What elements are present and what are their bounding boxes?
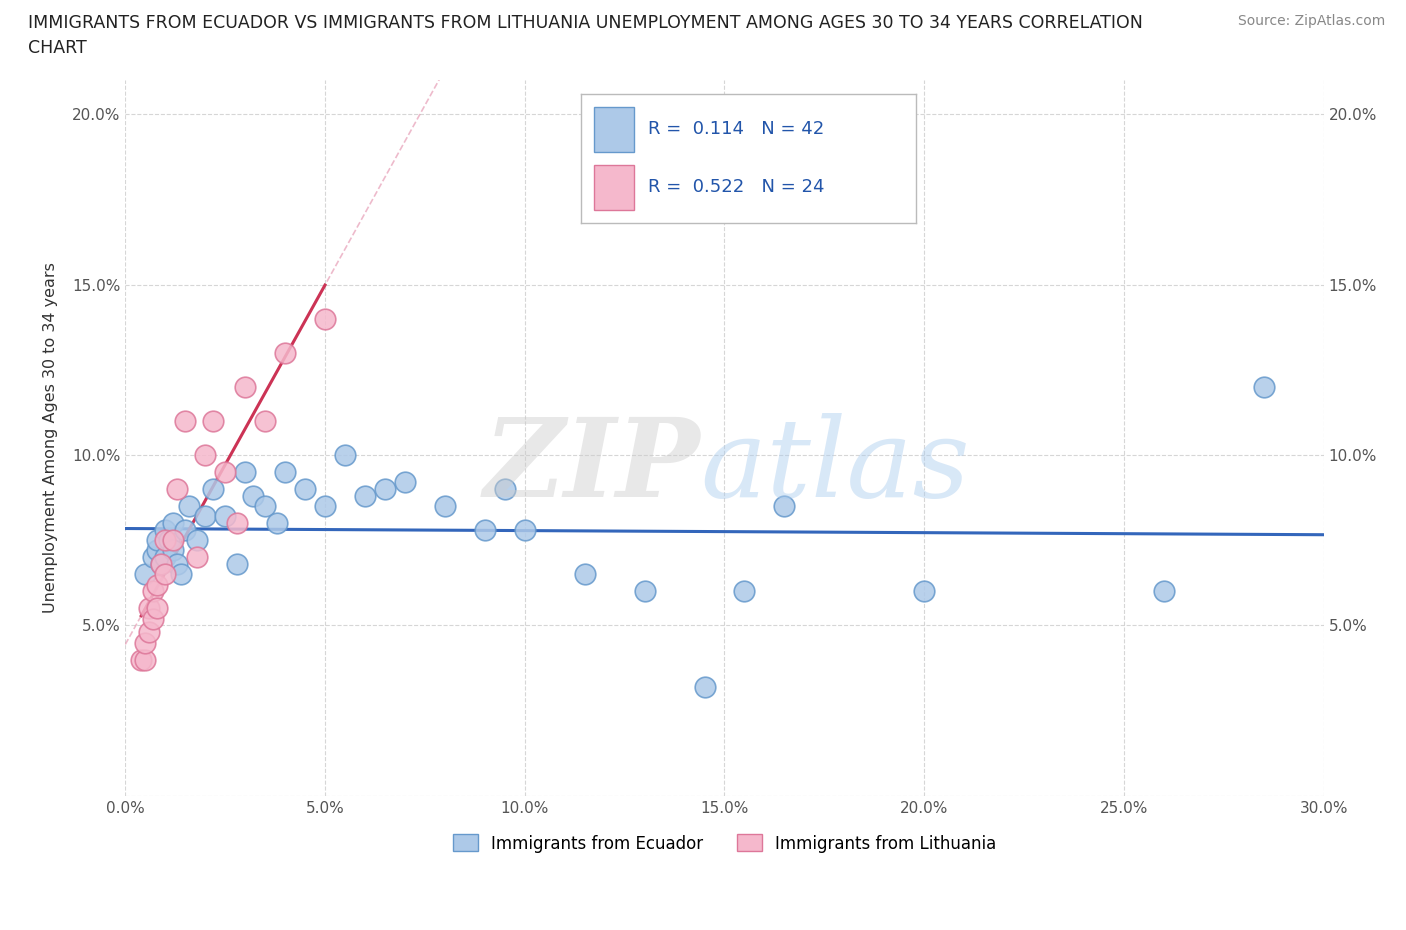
Point [274,465,297,480]
Text: Source: ZipAtlas.com: Source: ZipAtlas.com [1237,14,1385,28]
Point [202,414,225,429]
Point [254,498,277,513]
Point [138,625,160,640]
Point [138,601,160,616]
Point [186,550,208,565]
Point [214,509,236,524]
Point [374,482,396,497]
Point [153,550,176,565]
Point [912,584,935,599]
Point [226,516,249,531]
Point [166,557,188,572]
Point [693,680,716,695]
Point [153,523,176,538]
Point [146,601,169,616]
Point [153,567,176,582]
Point [314,498,336,513]
Point [150,557,173,572]
Point [146,543,169,558]
Point [233,379,256,394]
Point [474,523,496,538]
Point [194,509,217,524]
Point [166,482,188,497]
Point [494,482,516,497]
Point [266,516,288,531]
Point [174,523,197,538]
Point [773,498,796,513]
Point [150,557,173,572]
Point [179,498,201,513]
Point [202,482,225,497]
Point [174,414,197,429]
Point [1253,379,1275,394]
Point [274,345,297,360]
Point [142,550,165,565]
Point [333,447,356,462]
Text: IMMIGRANTS FROM ECUADOR VS IMMIGRANTS FROM LITHUANIA UNEMPLOYMENT AMONG AGES 30 : IMMIGRANTS FROM ECUADOR VS IMMIGRANTS FR… [28,14,1143,32]
Point [162,543,184,558]
Y-axis label: Unemployment Among Ages 30 to 34 years: Unemployment Among Ages 30 to 34 years [44,262,58,614]
Point [146,578,169,592]
Point [170,567,193,582]
Point [153,533,176,548]
Text: ZIP: ZIP [484,413,700,521]
Point [633,584,655,599]
Point [254,414,277,429]
Point [162,533,184,548]
Point [129,652,152,667]
Point [433,498,456,513]
Point [242,488,264,503]
Point [733,584,755,599]
Legend: Immigrants from Ecuador, Immigrants from Lithuania: Immigrants from Ecuador, Immigrants from… [446,828,1002,859]
Point [394,475,416,490]
Point [142,584,165,599]
Point [157,533,180,548]
Point [354,488,377,503]
Point [142,611,165,626]
Point [294,482,316,497]
Point [226,557,249,572]
Point [146,533,169,548]
Point [134,652,156,667]
Text: atlas: atlas [700,413,970,521]
Point [194,447,217,462]
Point [214,465,236,480]
Text: CHART: CHART [28,39,87,57]
Point [1153,584,1175,599]
Point [162,516,184,531]
Point [314,312,336,326]
Point [186,533,208,548]
Point [233,465,256,480]
Point [134,567,156,582]
Point [134,635,156,650]
Point [574,567,596,582]
Point [513,523,536,538]
